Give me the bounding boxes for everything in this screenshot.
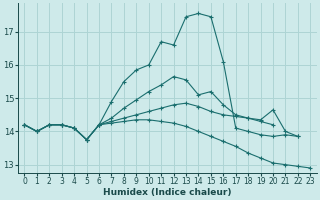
X-axis label: Humidex (Indice chaleur): Humidex (Indice chaleur) xyxy=(103,188,232,197)
